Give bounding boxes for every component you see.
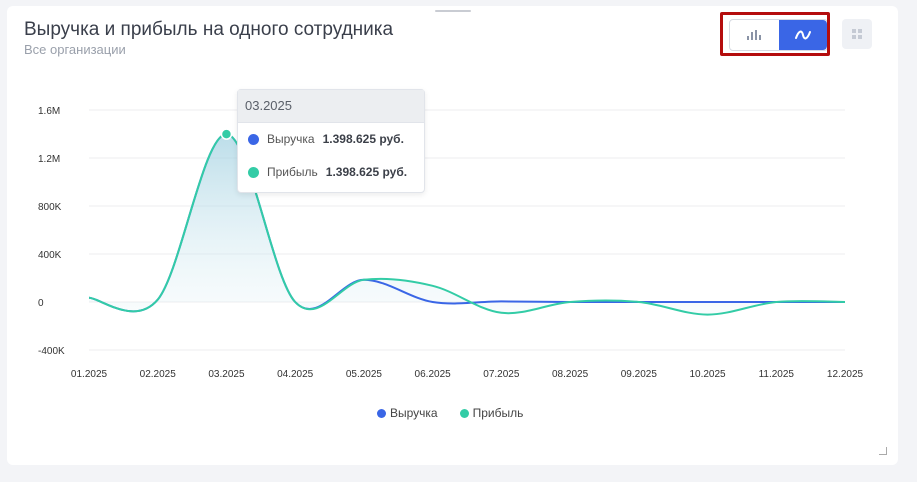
x-tick-label: 07.2025 — [483, 369, 520, 380]
tooltip-row-revenue: Выручка 1.398.625 руб. — [248, 132, 404, 146]
area-fill — [89, 134, 845, 315]
subtitle: Все организации — [24, 42, 126, 57]
y-tick-label: -400K — [38, 346, 65, 357]
tooltip-value: 1.398.625 руб. — [322, 132, 404, 146]
x-tick-label: 02.2025 — [140, 369, 177, 380]
active-point — [220, 128, 233, 140]
legend-item-profit[interactable]: Прибыль — [459, 406, 524, 420]
x-tick-label: 08.2025 — [552, 369, 589, 380]
series-line-1 — [88, 133, 846, 316]
legend-dot-icon — [377, 408, 386, 418]
grid-icon — [852, 29, 862, 39]
resize-handle[interactable] — [879, 447, 887, 455]
highlight-box — [720, 12, 830, 56]
line-chart-icon — [794, 30, 811, 40]
x-tick-label: 06.2025 — [415, 369, 452, 380]
tooltip: 03.2025 Выручка 1.398.625 руб. Прибыль 1.3… — [237, 89, 425, 193]
chart-type-toggle — [729, 19, 828, 51]
y-tick-label: 0 — [38, 298, 44, 309]
x-tick-label: 12.2025 — [827, 369, 864, 380]
x-tick-label: 04.2025 — [277, 369, 314, 380]
x-tick-label: 10.2025 — [689, 369, 726, 380]
revenue-dot-icon — [248, 133, 259, 145]
page-title: Выручка и прибыль на одного сотрудника — [24, 19, 394, 40]
x-tick-label: 01.2025 — [71, 369, 108, 380]
y-tick-label: 400K — [38, 250, 62, 261]
legend-label: Прибыль — [472, 406, 524, 420]
y-tick-label: 1.6M — [38, 106, 60, 117]
x-tick-label: 09.2025 — [621, 369, 658, 380]
y-tick-label: 800K — [38, 202, 62, 213]
tooltip-label: Прибыль — [267, 165, 318, 179]
tooltip-row-profit: Прибыль 1.398.625 руб. — [248, 165, 407, 179]
bar-chart-button[interactable] — [730, 20, 779, 50]
drag-handle[interactable] — [435, 10, 471, 12]
chart-card — [7, 6, 898, 465]
line-chart-button[interactable] — [778, 20, 827, 50]
bar-chart-icon — [747, 30, 762, 40]
legend-item-revenue[interactable]: Выручка — [377, 406, 438, 420]
x-tick-label: 03.2025 — [208, 369, 245, 380]
legend-label: Выручка — [390, 406, 438, 420]
profit-dot-icon — [248, 166, 259, 178]
tooltip-period: 03.2025 — [238, 90, 424, 123]
y-tick-label: 1.2M — [38, 154, 60, 165]
x-tick-label: 05.2025 — [346, 369, 383, 380]
tooltip-value: 1.398.625 руб. — [325, 165, 408, 179]
x-tick-label: 11.2025 — [759, 369, 795, 380]
legend: Выручка Прибыль — [377, 406, 523, 420]
legend-dot-icon — [459, 408, 469, 418]
tooltip-label: Выручка — [267, 132, 315, 146]
layout-button[interactable] — [842, 19, 872, 49]
